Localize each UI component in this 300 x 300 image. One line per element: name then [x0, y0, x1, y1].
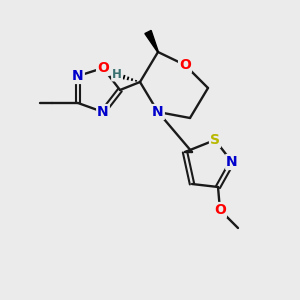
Text: N: N [152, 105, 164, 119]
Text: N: N [97, 105, 109, 119]
Text: O: O [179, 58, 191, 72]
Text: O: O [214, 203, 226, 217]
Polygon shape [145, 30, 158, 52]
Text: N: N [226, 155, 238, 169]
Text: S: S [210, 133, 220, 147]
Text: O: O [97, 61, 109, 75]
Text: N: N [72, 69, 84, 83]
Text: H: H [112, 68, 122, 80]
